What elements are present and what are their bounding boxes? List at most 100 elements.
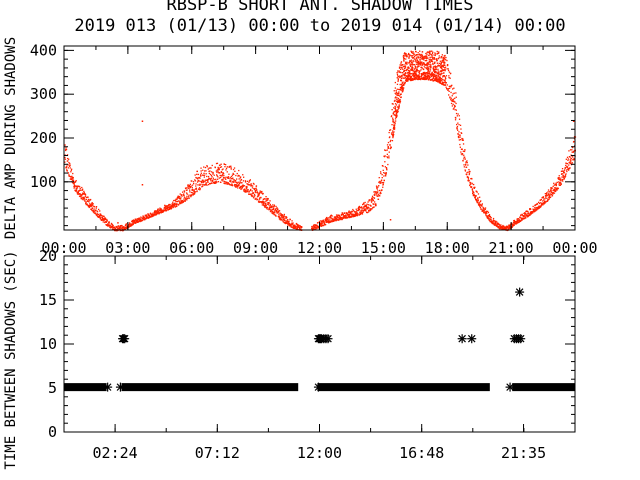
- amplitude-point: [361, 212, 363, 214]
- amplitude-point: [414, 60, 416, 62]
- amplitude-point: [193, 183, 195, 185]
- amplitude-point: [435, 68, 437, 71]
- amplitude-point: [296, 225, 298, 227]
- amplitude-outlier: [325, 216, 328, 219]
- amplitude-point: [224, 166, 226, 168]
- amplitude-point: [422, 72, 424, 74]
- amplitude-point: [242, 174, 244, 176]
- amplitude-point: [385, 149, 387, 152]
- amplitude-point: [421, 67, 423, 69]
- amplitude-point: [397, 97, 400, 100]
- amplitude-point: [393, 127, 396, 129]
- amplitude-point: [269, 206, 271, 209]
- amplitude-point: [255, 187, 257, 189]
- amplitude-point: [451, 99, 454, 101]
- amplitude-point: [205, 170, 207, 172]
- amplitude-point: [256, 196, 259, 198]
- amplitude-point: [465, 166, 468, 168]
- amplitude-point: [134, 218, 137, 221]
- amplitude-point: [530, 211, 532, 213]
- amplitude-point: [168, 203, 170, 206]
- amplitude-point: [263, 198, 265, 200]
- amplitude-point: [288, 223, 290, 225]
- amplitude-point: [434, 77, 436, 80]
- amplitude-point: [113, 226, 115, 228]
- amplitude-point: [411, 55, 413, 57]
- amplitude-point: [283, 215, 285, 217]
- amplitude-point: [154, 210, 156, 212]
- amplitude-point: [112, 227, 114, 229]
- amplitude-point: [559, 184, 562, 186]
- amplitude-point: [416, 69, 418, 71]
- amplitude-point: [199, 188, 201, 190]
- amplitude-point: [399, 83, 401, 86]
- amplitude-point: [552, 193, 554, 195]
- amplitude-point: [228, 166, 230, 168]
- chart-title: RBSP-B SHORT ANT. SHADOW TIMES: [166, 0, 473, 15]
- amplitude-point: [171, 205, 174, 207]
- amplitude-point: [407, 67, 409, 69]
- amplitude-point: [194, 180, 197, 182]
- amplitude-point: [445, 56, 447, 59]
- amplitude-point: [94, 206, 96, 208]
- amplitude-point: [443, 81, 445, 84]
- amplitude-point: [400, 71, 402, 74]
- amplitude-point: [569, 167, 571, 169]
- amplitude-x-tick-label: 15:00: [361, 239, 406, 257]
- amplitude-point: [556, 181, 558, 183]
- amplitude-point: [433, 54, 435, 56]
- amplitude-point: [71, 168, 73, 170]
- amplitude-point: [401, 84, 403, 87]
- amplitude-point: [217, 181, 220, 183]
- amplitude-point: [442, 65, 444, 67]
- amplitude-point: [235, 184, 237, 186]
- amplitude-point: [398, 92, 400, 94]
- amplitude-point: [477, 193, 480, 195]
- amplitude-point: [375, 185, 378, 187]
- amplitude-point: [187, 197, 189, 199]
- amplitude-point: [133, 222, 135, 224]
- amplitude-point: [412, 67, 414, 69]
- amplitude-point: [334, 217, 336, 219]
- amplitude-point: [186, 199, 188, 201]
- amplitude-point: [425, 55, 427, 57]
- amplitude-point: [474, 186, 476, 188]
- amplitude-point: [440, 62, 442, 64]
- amplitude-point: [439, 60, 441, 62]
- amplitude-point: [402, 90, 404, 92]
- amplitude-outlier: [389, 219, 392, 221]
- amplitude-point: [443, 57, 446, 59]
- amplitude-point: [395, 120, 397, 122]
- amplitude-point: [400, 80, 403, 82]
- amplitude-point: [375, 203, 377, 205]
- amplitude-point: [561, 168, 564, 170]
- amplitude-point: [402, 66, 404, 68]
- amplitude-point: [396, 72, 398, 74]
- amplitude-point: [476, 200, 478, 202]
- amplitude-point: [168, 208, 171, 210]
- amplitude-point: [557, 178, 560, 180]
- amplitude-point: [567, 158, 569, 160]
- amplitude-point: [232, 172, 234, 175]
- amplitude-ticks: 00:00 03:00 06:00 09:00 12:00 15:00 18:00 21:00…: [30, 41, 598, 257]
- amplitude-point: [363, 202, 365, 204]
- amplitude-point: [170, 208, 172, 210]
- amplitude-point: [415, 66, 417, 68]
- amplitude-point: [398, 71, 400, 73]
- amplitude-point: [240, 176, 242, 178]
- amplitude-point: [167, 208, 170, 211]
- amplitude-point: [235, 174, 237, 177]
- amplitude-point: [457, 122, 459, 124]
- amplitude-point: [397, 110, 399, 112]
- amplitude-point: [456, 115, 458, 117]
- amplitude-point: [391, 103, 393, 105]
- amplitude-point: [251, 193, 253, 195]
- amplitude-point: [336, 215, 338, 218]
- amplitude-point: [474, 197, 476, 199]
- amplitude-point: [175, 204, 178, 206]
- amplitude-point: [371, 198, 373, 200]
- amplitude-point: [220, 166, 223, 168]
- amplitude-point: [423, 77, 426, 79]
- amplitude-point: [80, 193, 82, 196]
